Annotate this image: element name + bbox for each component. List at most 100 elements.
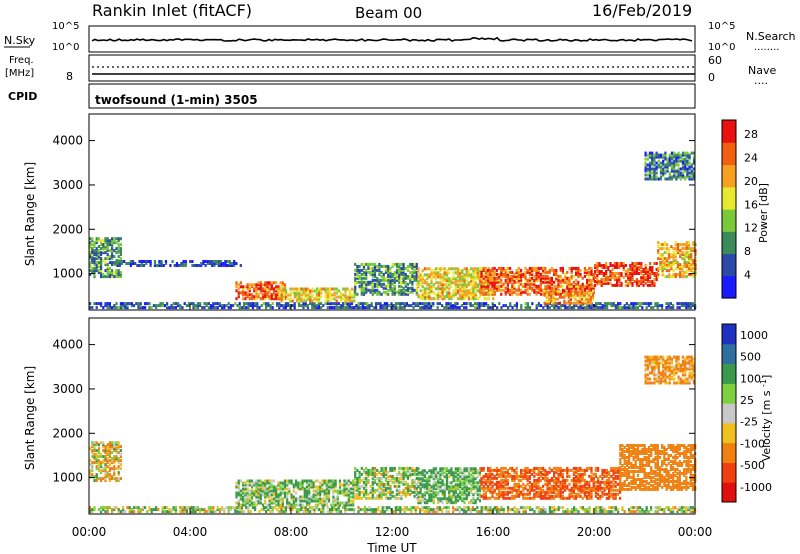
echo-cell: [106, 453, 109, 457]
echo-cell: [375, 306, 378, 310]
echo-cell: [327, 495, 331, 499]
echo-cell: [495, 276, 498, 280]
echo-cell: [470, 481, 473, 485]
echo-cell: [478, 289, 482, 293]
echo-cell: [445, 304, 448, 308]
echo-cell: [434, 469, 438, 473]
echo-cell: [102, 273, 105, 277]
echo-cell: [432, 485, 435, 489]
echo-cell: [380, 480, 383, 484]
echo-cell: [400, 288, 403, 292]
echo-cell: [513, 284, 516, 288]
echo-cell: [441, 285, 444, 289]
echo-cell: [275, 503, 278, 507]
echo-cell: [417, 499, 420, 503]
echo-cell: [283, 479, 287, 483]
echo-cell: [406, 286, 410, 290]
echo-cell: [155, 506, 158, 510]
echo-cell: [685, 508, 688, 512]
echo-cell: [502, 484, 505, 488]
echo-cell: [454, 271, 457, 275]
echo-cell: [400, 476, 403, 480]
echo-cell: [384, 482, 388, 486]
echo-cell: [293, 306, 296, 310]
echo-cell: [533, 284, 536, 288]
echo-cell: [439, 277, 442, 281]
echo-cell: [419, 495, 422, 499]
echo-cell: [386, 302, 389, 306]
echo-cell: [367, 266, 370, 270]
echo-cell: [421, 479, 424, 483]
echo-cell: [365, 496, 368, 500]
echo-cell: [506, 274, 509, 278]
echo-cell: [694, 265, 697, 269]
echo-cell: [651, 161, 654, 165]
echo-cell: [294, 481, 298, 485]
echo-cell: [113, 508, 116, 512]
echo-cell: [526, 304, 529, 308]
echo-cell: [257, 489, 260, 493]
echo-cell: [238, 510, 241, 514]
echo-cell: [323, 491, 326, 495]
echo-cell: [581, 286, 584, 290]
echo-cell: [526, 268, 529, 272]
echo-cell: [182, 264, 185, 267]
echo-cell: [309, 289, 312, 293]
echo-cell: [366, 302, 369, 306]
echo-cell: [537, 266, 540, 270]
echo-cell: [333, 287, 336, 291]
echo-cell: [426, 273, 429, 277]
echo-cell: [423, 491, 426, 495]
echo-cell: [286, 479, 289, 483]
echo-cell: [312, 495, 315, 499]
echo-cell: [456, 506, 459, 510]
echo-cell: [347, 479, 350, 483]
echo-cell: [373, 466, 377, 470]
echo-cell: [153, 262, 157, 265]
echo-cell: [322, 506, 325, 510]
echo-cell: [253, 289, 256, 293]
echo-cell: [169, 264, 172, 267]
echo-cell: [482, 278, 485, 282]
echo-cell: [533, 288, 536, 292]
echo-cell: [379, 306, 382, 310]
echo-cell: [356, 266, 359, 270]
echo-cell: [266, 291, 269, 295]
echo-cell: [304, 291, 307, 295]
echo-cell: [104, 510, 107, 514]
echo-cell: [605, 274, 608, 277]
echo-cell: [484, 282, 487, 286]
echo-cell: [544, 268, 547, 272]
echo-cell: [408, 304, 411, 308]
echo-cell: [326, 287, 329, 291]
echo-cell: [588, 278, 591, 282]
echo-cell: [207, 306, 210, 310]
echo-cell: [491, 302, 494, 306]
echo-cell: [463, 277, 466, 281]
echo-cell: [335, 289, 338, 293]
echo-cell: [310, 485, 313, 489]
echo-cell: [358, 268, 361, 272]
echo-cell: [493, 276, 496, 280]
echo-cell: [104, 237, 107, 241]
echo-cell: [356, 486, 359, 490]
echo-cell: [612, 506, 615, 510]
echo-cell: [315, 293, 318, 297]
echo-cell: [350, 508, 353, 512]
echo-cell: [676, 302, 679, 306]
echo-cell: [148, 306, 151, 310]
echo-cell: [272, 291, 276, 295]
echo-cell: [413, 484, 416, 488]
echo-cell: [687, 506, 690, 510]
echo-cell: [463, 281, 466, 285]
echo-cell: [456, 473, 460, 477]
echo-cell: [509, 302, 512, 306]
echo-cell: [335, 510, 338, 514]
echo-cell: [491, 288, 494, 292]
echo-cell: [362, 290, 366, 294]
echo-cell: [445, 479, 449, 483]
echo-cell: [630, 302, 633, 306]
echo-cell: [599, 506, 602, 510]
echo-cell: [119, 249, 122, 253]
echo-cell: [257, 283, 260, 287]
